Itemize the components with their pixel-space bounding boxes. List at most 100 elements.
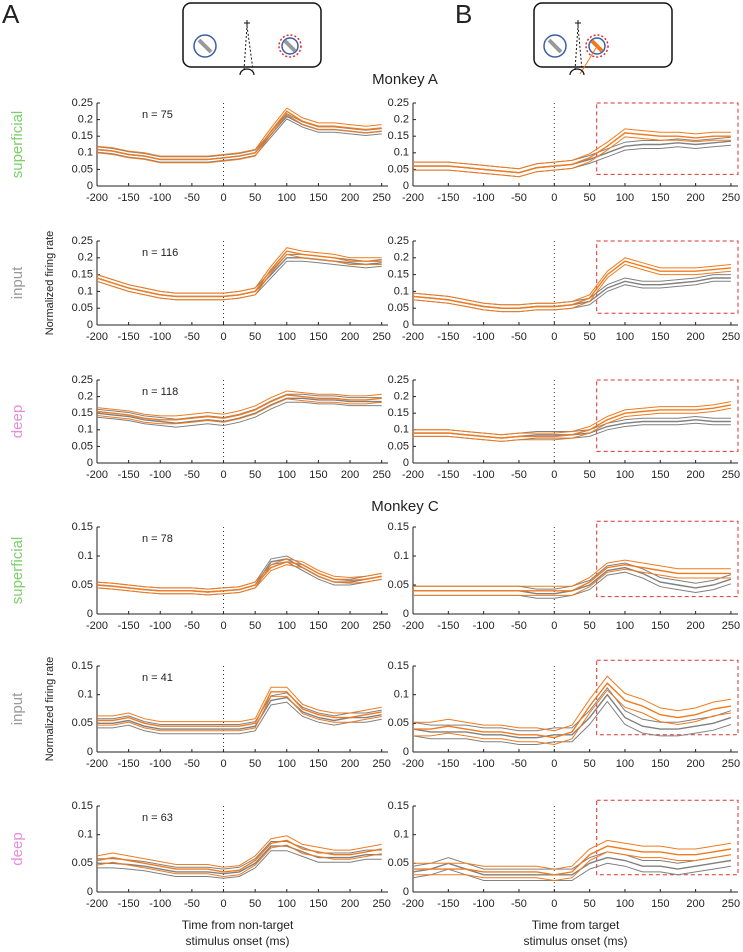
count-label: n = 75 bbox=[142, 109, 173, 121]
error-line bbox=[413, 839, 731, 870]
x-tick-label: -150 bbox=[437, 331, 459, 343]
error-line bbox=[413, 568, 731, 596]
y-tick-label: 0.15 bbox=[72, 800, 93, 812]
y-tick-label: 0.25 bbox=[72, 235, 93, 247]
y-tick-label: 0.15 bbox=[388, 521, 409, 533]
x-tick-label: -100 bbox=[473, 469, 495, 481]
x-axis-label: Time from non-target bbox=[182, 918, 294, 932]
y-tick-label: 0.05 bbox=[388, 857, 409, 869]
series-line bbox=[96, 561, 382, 593]
x-tick-label: 200 bbox=[341, 620, 359, 632]
error-line bbox=[413, 136, 731, 178]
x-tick-label: 150 bbox=[651, 620, 669, 632]
x-tick-label: 200 bbox=[686, 192, 704, 204]
y-tick-label: 0.05 bbox=[72, 857, 93, 869]
x-tick-label: 150 bbox=[309, 620, 327, 632]
x-tick-label: 50 bbox=[249, 898, 261, 910]
y-tick-label: 0.15 bbox=[388, 660, 409, 672]
x-tick-label: -100 bbox=[149, 331, 171, 343]
series-line bbox=[96, 110, 382, 161]
x-tick-label: 250 bbox=[722, 331, 740, 343]
x-tick-label: 200 bbox=[341, 898, 359, 910]
error-line bbox=[413, 128, 731, 170]
error-line bbox=[413, 422, 731, 442]
x-tick-label: -100 bbox=[149, 469, 171, 481]
x-axis-label: stimulus onset (ms) bbox=[523, 934, 627, 948]
series-line bbox=[413, 845, 732, 876]
series-line bbox=[412, 260, 731, 309]
y-tick-label: 0.05 bbox=[388, 163, 409, 175]
x-tick-label: 100 bbox=[278, 192, 296, 204]
y-tick-label: 0 bbox=[403, 457, 409, 469]
series-line bbox=[413, 563, 731, 592]
x-tick-label: -100 bbox=[473, 898, 495, 910]
x-tick-label: -150 bbox=[437, 620, 459, 632]
error-line bbox=[96, 107, 382, 157]
y-tick-label: 0.05 bbox=[72, 163, 93, 175]
x-tick-label: 0 bbox=[220, 898, 226, 910]
x-tick-label: 50 bbox=[584, 331, 596, 343]
x-tick-label: 200 bbox=[341, 469, 359, 481]
x-tick-label: -100 bbox=[149, 898, 171, 910]
error-line bbox=[96, 564, 382, 596]
series-line bbox=[412, 693, 732, 739]
y-tick-label: 0.2 bbox=[394, 391, 409, 403]
count-label: n = 41 bbox=[142, 672, 173, 684]
error-line bbox=[413, 415, 731, 436]
y-tick-label: 0.1 bbox=[394, 689, 409, 701]
series-line bbox=[96, 839, 382, 873]
x-tick-label: -150 bbox=[118, 758, 140, 770]
series-line bbox=[413, 404, 732, 439]
error-line bbox=[96, 555, 382, 590]
y-tick-label: 0.2 bbox=[394, 114, 409, 126]
panel-label: B bbox=[455, 0, 472, 29]
error-line bbox=[96, 112, 382, 158]
layer-label: deep bbox=[9, 405, 26, 438]
x-tick-label: 250 bbox=[722, 620, 740, 632]
x-tick-label: -200 bbox=[86, 620, 108, 632]
schematic bbox=[182, 2, 673, 76]
series-line bbox=[413, 566, 732, 595]
x-tick-label: 100 bbox=[278, 469, 296, 481]
y-tick-label: 0.25 bbox=[388, 374, 409, 386]
y-tick-label: 0.2 bbox=[78, 114, 93, 126]
error-line bbox=[413, 401, 731, 436]
x-tick-label: 50 bbox=[249, 620, 261, 632]
x-tick-label: -150 bbox=[437, 758, 459, 770]
group-title: Monkey C bbox=[371, 498, 439, 515]
x-tick-label: -200 bbox=[86, 331, 108, 343]
x-tick-label: 200 bbox=[686, 331, 704, 343]
x-tick-label: -100 bbox=[473, 620, 495, 632]
error-line bbox=[97, 701, 382, 735]
error-line bbox=[413, 689, 731, 746]
y-tick-label: 0.25 bbox=[72, 97, 93, 109]
error-line bbox=[412, 700, 732, 745]
x-tick-label: 200 bbox=[341, 331, 359, 343]
y-tick-label: 0 bbox=[87, 746, 93, 758]
x-tick-label: 100 bbox=[278, 758, 296, 770]
layer-label: superficial bbox=[9, 537, 26, 605]
x-tick-label: 250 bbox=[372, 331, 390, 343]
y-tick-label: 0 bbox=[403, 608, 409, 620]
x-tick-label: 100 bbox=[616, 469, 634, 481]
x-tick-label: 200 bbox=[686, 898, 704, 910]
y-tick-label: 0.05 bbox=[72, 440, 93, 452]
series-line bbox=[413, 132, 731, 174]
x-tick-label: 250 bbox=[722, 898, 740, 910]
analysis-window bbox=[596, 102, 739, 175]
x-tick-label: -50 bbox=[184, 469, 200, 481]
analysis-window bbox=[596, 799, 739, 876]
layer-label: input bbox=[9, 692, 26, 725]
error-line bbox=[96, 398, 382, 425]
series-line bbox=[413, 682, 732, 739]
error-line bbox=[412, 257, 731, 306]
y-tick-label: 0.15 bbox=[72, 407, 93, 419]
x-tick-label: 0 bbox=[551, 898, 557, 910]
x-tick-label: -50 bbox=[184, 331, 200, 343]
x-tick-label: -50 bbox=[511, 758, 527, 770]
analysis-window bbox=[596, 240, 739, 314]
x-tick-label: 50 bbox=[249, 331, 261, 343]
x-tick-label: 50 bbox=[584, 898, 596, 910]
y-tick-label: 0.15 bbox=[388, 130, 409, 142]
analysis-window bbox=[596, 520, 739, 598]
